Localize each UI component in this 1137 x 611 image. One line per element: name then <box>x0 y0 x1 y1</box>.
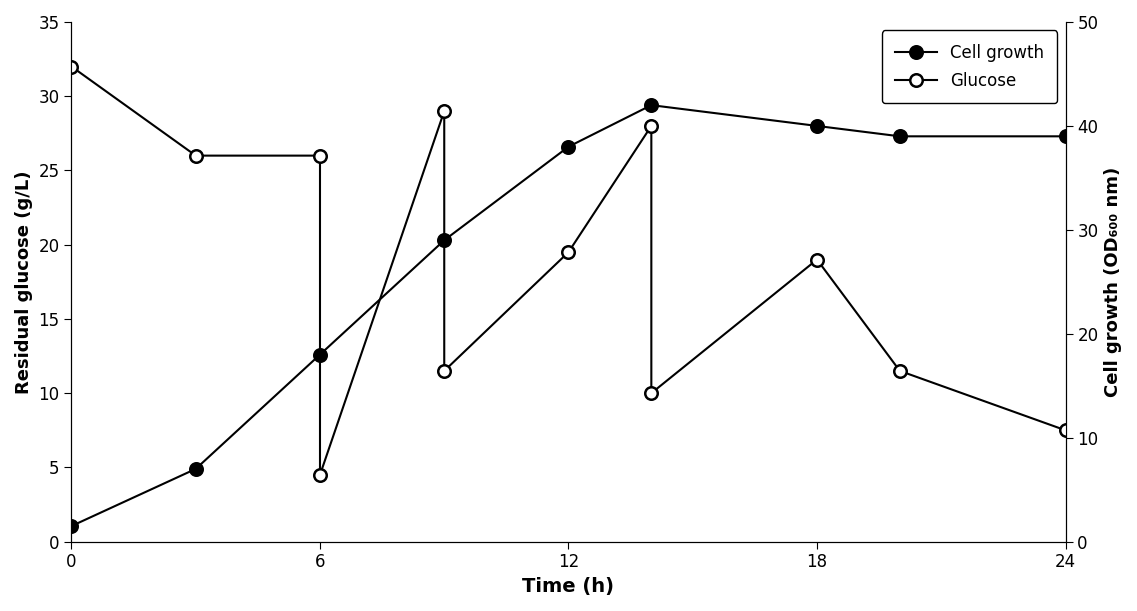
Glucose <box>811 256 824 263</box>
Glucose <box>645 122 658 130</box>
Cell growth <box>645 101 658 109</box>
Y-axis label: Cell growth (OD₆₀₀ nm): Cell growth (OD₆₀₀ nm) <box>1104 167 1122 397</box>
Y-axis label: Residual glucose (g/L): Residual glucose (g/L) <box>15 170 33 393</box>
Cell growth <box>1059 133 1072 140</box>
Glucose <box>1059 426 1072 434</box>
Line: Glucose: Glucose <box>65 60 1072 481</box>
Glucose <box>438 108 451 115</box>
Glucose <box>189 152 202 159</box>
Glucose <box>313 152 326 159</box>
Cell growth <box>438 236 451 244</box>
Glucose <box>313 471 326 478</box>
Glucose <box>893 367 906 375</box>
Glucose <box>645 389 658 397</box>
Cell growth <box>562 143 575 150</box>
Cell growth <box>313 351 326 358</box>
Line: Cell growth: Cell growth <box>65 99 1072 532</box>
Legend: Cell growth, Glucose: Cell growth, Glucose <box>881 31 1057 103</box>
Glucose <box>65 63 78 70</box>
Glucose <box>562 249 575 256</box>
X-axis label: Time (h): Time (h) <box>523 577 614 596</box>
Cell growth <box>811 122 824 130</box>
Glucose <box>438 367 451 375</box>
Cell growth <box>189 465 202 472</box>
Cell growth <box>893 133 906 140</box>
Cell growth <box>65 522 78 530</box>
